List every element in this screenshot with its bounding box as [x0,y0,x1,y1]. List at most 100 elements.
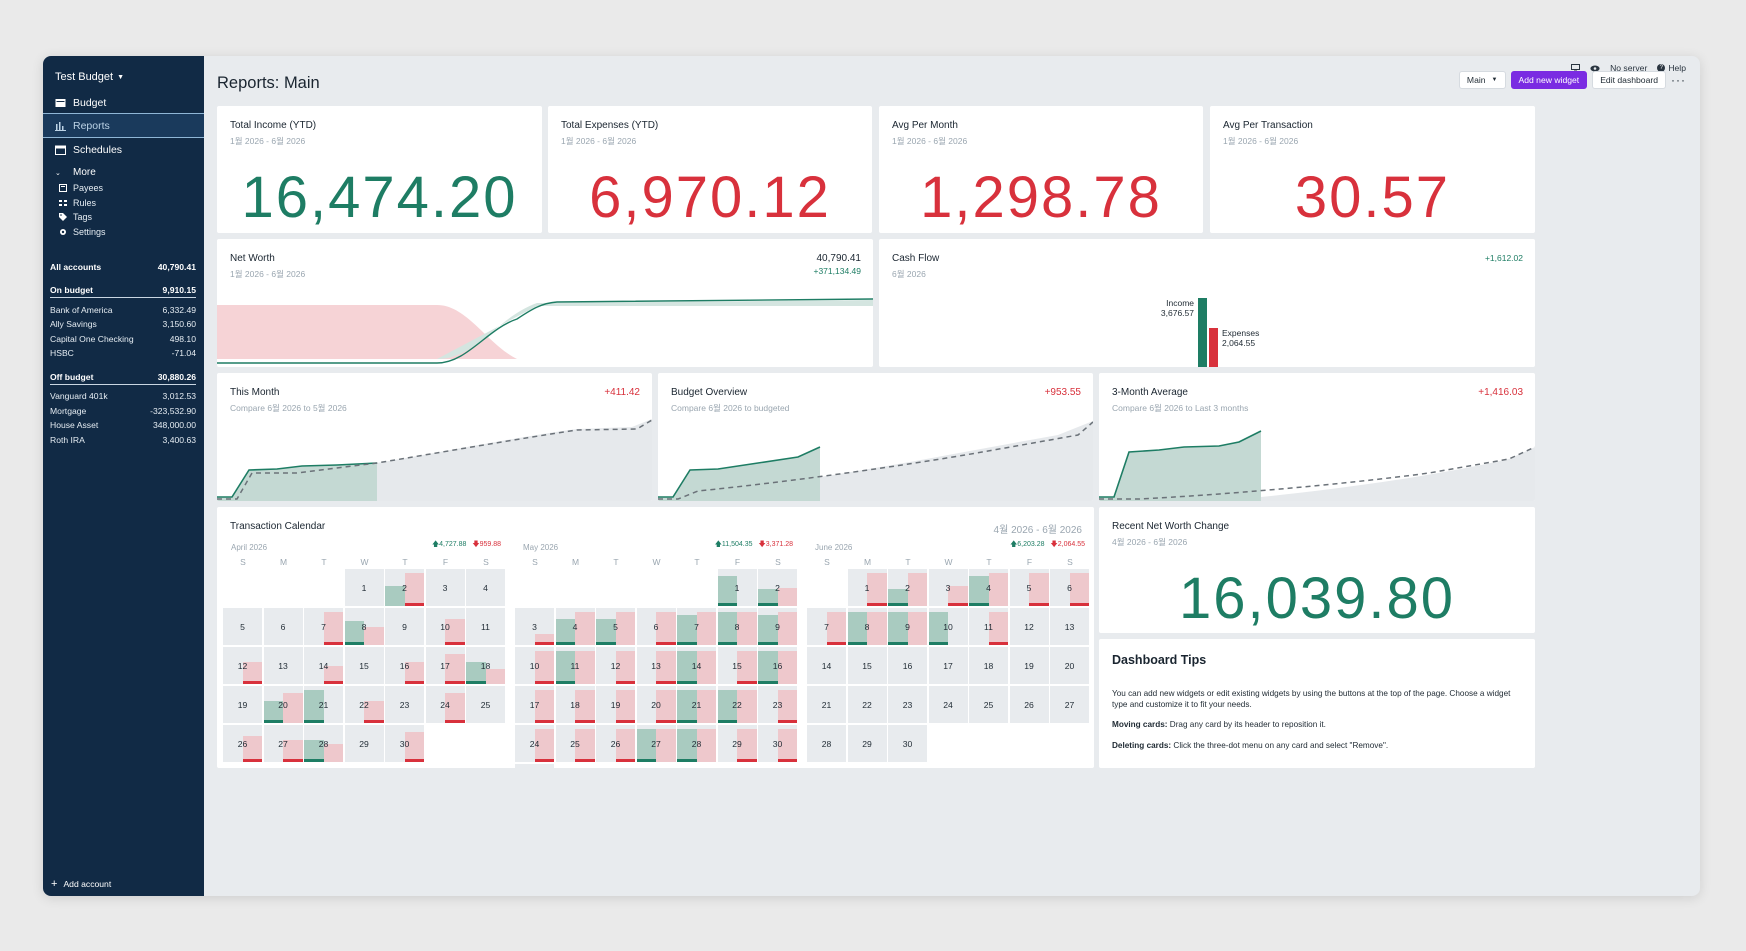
calendar-day[interactable]: 9 [888,608,927,645]
calendar-day[interactable]: 21 [304,686,343,723]
calendar-day[interactable]: 17 [515,686,554,723]
calendar-day[interactable]: 14 [677,647,716,684]
calendar-day[interactable]: 11 [969,608,1008,645]
calendar-day[interactable]: 17 [425,647,465,684]
calendar-day[interactable]: 30 [888,725,927,762]
calendar-day[interactable]: 12 [223,647,262,684]
calendar-day[interactable]: 31 [515,764,554,768]
calendar-day[interactable]: 13 [636,647,676,684]
calendar-day[interactable]: 3 [425,569,465,606]
calendar-day[interactable]: 20 [1050,647,1089,684]
calendar-day[interactable]: 19 [1009,647,1049,684]
transaction-calendar-card[interactable]: Transaction Calendar 4월 2026 - 6월 2026 A… [217,507,1094,768]
calendar-day[interactable]: 24 [928,686,968,723]
calendar-day[interactable]: 27 [636,725,676,762]
nav-payees[interactable]: Payees [59,183,103,193]
calendar-day[interactable]: 30 [758,725,797,762]
calendar-day[interactable]: 6 [263,608,303,645]
calendar-day[interactable]: 15 [344,647,384,684]
off-budget-row[interactable]: Off budget 30,880.26 [50,372,196,385]
calendar-day[interactable]: 2 [888,569,927,606]
calendar-day[interactable]: 19 [596,686,635,723]
edit-dashboard-button[interactable]: Edit dashboard [1592,71,1666,89]
calendar-day[interactable]: 2 [385,569,424,606]
calendar-day[interactable]: 16 [758,647,797,684]
calendar-day[interactable]: 14 [807,647,846,684]
calendar-day[interactable]: 23 [385,686,424,723]
calendar-day[interactable]: 7 [807,608,846,645]
calendar-day[interactable]: 8 [344,608,384,645]
calendar-day[interactable]: 26 [596,725,635,762]
calendar-day[interactable]: 27 [263,725,303,762]
calendar-day[interactable]: 27 [1050,686,1089,723]
calendar-day[interactable]: 22 [344,686,384,723]
calendar-day[interactable]: 10 [425,608,465,645]
calendar-day[interactable]: 10 [515,647,554,684]
calendar-day[interactable]: 29 [344,725,384,762]
account-row[interactable]: Capital One Checking 498.10 [50,334,196,344]
calendar-day[interactable]: 10 [928,608,968,645]
nav-settings[interactable]: Settings [59,227,106,237]
calendar-day[interactable]: 4 [555,608,595,645]
add-account-button[interactable]: + Add account [51,878,111,890]
recent-net-worth-card[interactable]: Recent Net Worth Change 4월 2026 - 6월 202… [1099,507,1535,633]
more-menu-icon[interactable]: ··· [1671,73,1686,87]
account-row[interactable]: Vanguard 401k 3,012.53 [50,391,196,401]
calendar-day[interactable]: 4 [969,569,1008,606]
calendar-day[interactable]: 18 [466,647,505,684]
server-status[interactable]: No server [1610,63,1648,73]
dashboard-select[interactable]: Main ▼ [1458,71,1506,89]
total-expenses-card[interactable]: Total Expenses (YTD) 1월 2026 - 6월 2026 6… [548,106,872,233]
calendar-day[interactable]: 28 [677,725,716,762]
total-income-card[interactable]: Total Income (YTD) 1월 2026 - 6월 2026 16,… [217,106,542,233]
calendar-day[interactable]: 9 [385,608,424,645]
calendar-day[interactable]: 7 [304,608,343,645]
all-accounts-row[interactable]: All accounts 40,790.41 [50,262,196,272]
nav-tags[interactable]: Tags [59,212,92,222]
calendar-day[interactable]: 22 [847,686,887,723]
calendar-day[interactable]: 25 [466,686,505,723]
calendar-day[interactable]: 1 [344,569,384,606]
calendar-day[interactable]: 28 [807,725,846,762]
calendar-day[interactable]: 1 [847,569,887,606]
calendar-day[interactable]: 6 [636,608,676,645]
calendar-day[interactable]: 15 [847,647,887,684]
calendar-day[interactable]: 16 [385,647,424,684]
account-row[interactable]: Mortgage -323,532.90 [50,406,196,416]
calendar-day[interactable]: 1 [717,569,757,606]
nav-reports[interactable]: Reports [43,113,204,138]
avg-per-transaction-card[interactable]: Avg Per Transaction 1월 2026 - 6월 2026 30… [1210,106,1535,233]
nav-rules[interactable]: Rules [59,198,96,208]
calendar-day[interactable]: 21 [677,686,716,723]
calendar-day[interactable]: 20 [636,686,676,723]
account-row[interactable]: Ally Savings 3,150.60 [50,319,196,329]
cash-flow-card[interactable]: Cash Flow 6월 2026 +1,612.02 Income 3,676… [879,239,1535,367]
calendar-day[interactable]: 7 [677,608,716,645]
calendar-day[interactable]: 23 [758,686,797,723]
calendar-day[interactable]: 24 [425,686,465,723]
account-row[interactable]: HSBC -71.04 [50,348,196,358]
calendar-day[interactable]: 21 [807,686,846,723]
nav-budget[interactable]: Budget [43,90,204,115]
calendar-day[interactable]: 29 [717,725,757,762]
calendar-day[interactable]: 13 [1050,608,1089,645]
calendar-day[interactable]: 25 [969,686,1008,723]
calendar-day[interactable]: 9 [758,608,797,645]
calendar-day[interactable]: 28 [304,725,343,762]
account-row[interactable]: Bank of America 6,332.49 [50,305,196,315]
calendar-day[interactable]: 26 [1009,686,1049,723]
calendar-day[interactable]: 6 [1050,569,1089,606]
calendar-day[interactable]: 25 [555,725,595,762]
budget-name-menu[interactable]: Test Budget ▼ [55,71,124,83]
calendar-day[interactable]: 11 [466,608,505,645]
calendar-day[interactable]: 8 [717,608,757,645]
calendar-day[interactable]: 3 [515,608,554,645]
calendar-day[interactable]: 11 [555,647,595,684]
account-row[interactable]: House Asset 348,000.00 [50,420,196,430]
net-worth-card[interactable]: Net Worth 1월 2026 - 6월 2026 40,790.41 +3… [217,239,873,367]
calendar-day[interactable]: 17 [928,647,968,684]
calendar-day[interactable]: 19 [223,686,262,723]
three-month-average-card[interactable]: 3-Month Average Compare 6월 2026 to Last … [1099,373,1535,501]
calendar-day[interactable]: 18 [969,647,1008,684]
dashboard-tips-card[interactable]: Dashboard Tips You can add new widgets o… [1099,639,1535,768]
